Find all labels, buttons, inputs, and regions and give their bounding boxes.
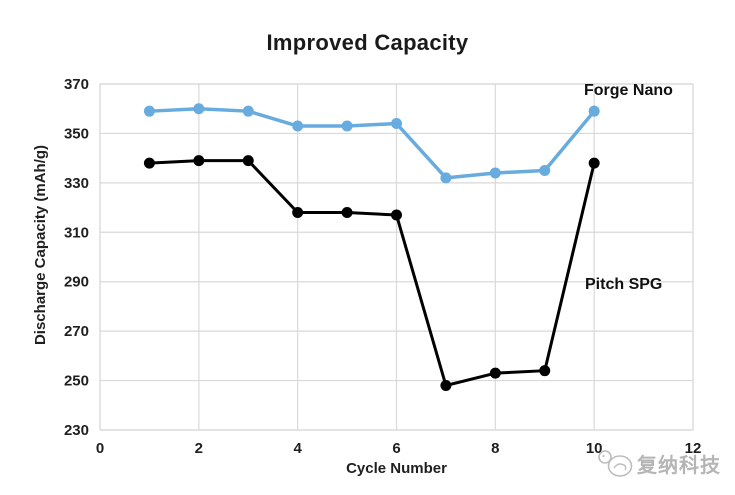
data-point [242, 155, 254, 167]
watermark: 复纳科技 [596, 446, 721, 480]
data-point [341, 207, 353, 219]
x-axis-title: Cycle Number [346, 460, 447, 477]
data-point [143, 157, 155, 169]
series-line-pitch-spg [147, 159, 596, 388]
data-point [489, 367, 501, 379]
mascot-logo-icon [598, 450, 633, 477]
data-point [588, 157, 600, 169]
data-point [391, 209, 402, 221]
x-tick-label: 0 [96, 440, 104, 457]
x-tick-label: 6 [392, 440, 400, 457]
series-label-pitch-spg: Pitch SPG [585, 276, 663, 293]
data-point [440, 380, 452, 392]
y-tick-label: 270 [64, 323, 89, 340]
data-point [193, 155, 205, 167]
data-point [292, 207, 304, 219]
data-point [539, 365, 551, 377]
data-point [242, 105, 254, 117]
series-label-forge-nano: Forge Nano [584, 82, 673, 99]
x-tick-label: 4 [293, 440, 302, 457]
y-tick-label: 330 [64, 175, 89, 192]
x-tick-label: 2 [195, 440, 203, 457]
data-point [391, 118, 402, 130]
data-point [539, 165, 551, 176]
data-point [341, 120, 353, 132]
chart-title: Improved Capacity [266, 30, 469, 55]
y-tick-label: 310 [64, 224, 89, 241]
x-tick-label: 10 [586, 440, 603, 457]
plot-border [99, 83, 694, 431]
data-point [489, 167, 501, 179]
data-point [588, 105, 600, 117]
y-tick-label: 370 [64, 76, 89, 93]
y-tick-label: 350 [64, 125, 89, 142]
series-line-forge-nano [147, 106, 596, 180]
x-tick-label: 12 [685, 440, 702, 457]
y-tick-label: 230 [64, 422, 89, 439]
watermark-text: 复纳科技 [637, 454, 721, 477]
data-point [292, 120, 304, 132]
data-point [193, 103, 205, 115]
y-tick-label: 290 [64, 274, 89, 291]
y-tick-label: 250 [64, 373, 89, 390]
x-tick-label: 8 [491, 440, 499, 457]
data-point [440, 172, 452, 184]
data-point [143, 105, 155, 117]
y-axis-title: Discharge Capacity (mAh/g) [32, 144, 49, 346]
